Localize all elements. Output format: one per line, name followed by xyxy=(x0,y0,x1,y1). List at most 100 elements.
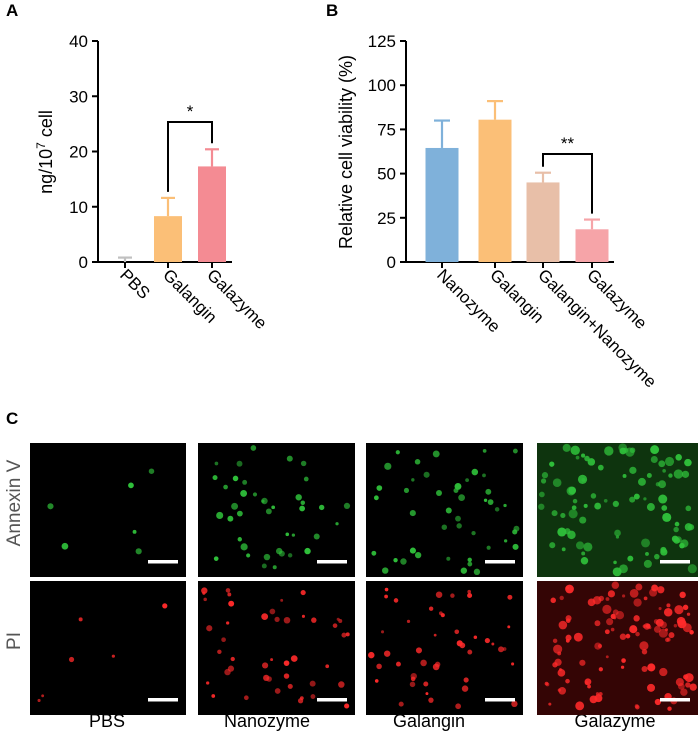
micrograph-annexin-v-2-cell-30 xyxy=(445,507,452,514)
micrograph-annexin-v-1-cell-31 xyxy=(276,547,283,555)
chart-b-bar-1 xyxy=(478,119,512,263)
micrograph-annexin-v-3-background-glow xyxy=(537,443,698,577)
micrograph-pi-1-cell-5 xyxy=(283,673,290,679)
micrograph-pi-2-cell-18 xyxy=(423,681,429,687)
micrograph-annexin-v-2-cell-7 xyxy=(373,495,379,501)
micrograph-annexin-v-2-cell-19 xyxy=(482,473,486,478)
chart-a-ytick-label-2: 20 xyxy=(69,143,88,162)
micrograph-pi-1-cell-4 xyxy=(206,625,213,632)
micrograph-pi-2-cell-26 xyxy=(473,635,478,640)
chart-b-bar-2 xyxy=(526,182,560,262)
micrograph-pi-3-cell-24 xyxy=(647,663,656,672)
micrograph-pi-2-cell-14 xyxy=(467,649,473,655)
micrograph-annexin-v-3-cell-23 xyxy=(673,469,684,479)
micrograph-pi-2-cell-21 xyxy=(406,619,411,623)
micrograph-pi-3-scale-bar xyxy=(660,698,690,702)
micrograph-pi-3-cell-96 xyxy=(653,625,661,633)
micrograph-pi-3-cell-81 xyxy=(647,683,656,692)
micrograph-annexin-v-2-cell-8 xyxy=(512,448,518,454)
micrograph-pi-3-cell-100 xyxy=(598,667,603,672)
micrograph-annexin-v-0-scale-bar xyxy=(148,560,178,564)
micrograph-pi-3-cell-37 xyxy=(548,702,552,706)
micrograph-annexin-v-2-cell-12 xyxy=(456,523,462,529)
microscopy-grid: Annexin V PI PBS Nanozyme Galangin Galaz… xyxy=(4,443,698,731)
micrograph-pi-2-cell-20 xyxy=(484,638,490,644)
micrograph-pi-3-cell-54 xyxy=(643,623,651,630)
micrograph-annexin-v-1 xyxy=(198,443,355,577)
micrograph-pi-3-cell-71 xyxy=(641,665,648,673)
micrograph-annexin-v-2-cell-3 xyxy=(435,490,442,497)
micrograph-annexin-v-1-cell-10 xyxy=(242,479,248,485)
micrograph-annexin-v-1-cell-20 xyxy=(212,475,218,481)
micrograph-pi-3-cell-40 xyxy=(605,655,609,659)
micrograph-annexin-v-3-cell-86 xyxy=(581,551,586,556)
micrograph-annexin-v-2-cell-42 xyxy=(371,550,377,556)
micrograph-pi-1-cell-39 xyxy=(309,680,316,687)
micrograph-pi-1-cell-7 xyxy=(280,598,284,602)
micrograph-pi-3-cell-108 xyxy=(558,686,567,695)
chart-a-ytick-label-1: 10 xyxy=(69,198,88,217)
micrograph-pi-3-cell-62 xyxy=(554,658,562,666)
chart-b-bar-3 xyxy=(575,229,609,262)
micrograph-annexin-v-3-cell-35 xyxy=(549,461,555,467)
micrograph-annexin-v-2-cell-38 xyxy=(384,462,392,470)
micrograph-pi-1-cell-6 xyxy=(310,694,316,699)
micrograph-pi-3-cell-80 xyxy=(552,638,558,644)
micrograph-annexin-v-3-cell-53 xyxy=(587,458,596,466)
micrograph-annexin-v-3-cell-27 xyxy=(650,456,658,464)
micrograph-annexin-v-2-cell-37 xyxy=(503,503,507,508)
micrograph-annexin-v-1-cell-8 xyxy=(261,563,267,569)
micrograph-pi-3-cell-76 xyxy=(651,584,659,592)
micrograph-annexin-v-1-cell-34 xyxy=(214,461,219,466)
micrograph-annexin-v-3-cell-47 xyxy=(650,445,660,455)
micrograph-pi-3-cell-19 xyxy=(620,665,625,669)
micrograph-annexin-v-3-cell-69 xyxy=(568,509,578,519)
micrograph-annexin-v-3-cell-31 xyxy=(539,491,545,498)
micrograph-pi-3-cell-65 xyxy=(611,581,620,589)
micrograph-pi-1-cell-43 xyxy=(332,623,338,628)
micrograph-annexin-v-1-cell-16 xyxy=(295,494,302,501)
micrograph-annexin-v-2-cell-24 xyxy=(487,499,494,505)
micrograph-annexin-v-3-cell-39 xyxy=(629,466,637,474)
micrograph-annexin-v-3-cell-18 xyxy=(662,512,672,522)
micrograph-pi-3-cell-1 xyxy=(685,682,691,688)
micrograph-annexin-v-3-cell-82 xyxy=(671,535,679,543)
micrograph-pi-1-cell-2 xyxy=(270,658,274,662)
micrograph-annexin-v-1-cell-36 xyxy=(231,502,239,510)
micrograph-pi-1-cell-32 xyxy=(217,649,222,655)
micrograph-annexin-v-3-cell-21 xyxy=(581,453,586,458)
micrograph-pi-2-cell-12 xyxy=(368,651,375,659)
micrograph-pi-3-cell-58 xyxy=(639,641,649,651)
micrograph-annexin-v-3-cell-59 xyxy=(673,526,679,533)
micrograph-pi-3-cell-93 xyxy=(610,613,616,619)
micrograph-annexin-v-1-cell-14 xyxy=(272,565,277,570)
micrograph-annexin-v-3-cell-68 xyxy=(551,510,558,517)
micrograph-annexin-v-3-cell-36 xyxy=(627,555,634,562)
micrograph-pi-1-cell-28 xyxy=(338,619,343,624)
micrograph-annexin-v-2-cell-31 xyxy=(411,478,415,482)
micrograph-annexin-v-2-cell-32 xyxy=(494,507,500,512)
micrograph-annexin-v-1-cell-38 xyxy=(232,475,239,482)
micrograph-annexin-v-2-cell-26 xyxy=(483,498,488,502)
micrograph-annexin-v-1-cell-11 xyxy=(319,504,325,511)
micrograph-pi-1-cell-36 xyxy=(201,587,208,594)
micrograph-annexin-v-2-cell-1 xyxy=(471,530,476,536)
micrograph-pi-2-cell-16 xyxy=(435,591,443,598)
micrograph-annexin-v-3-cell-6 xyxy=(540,478,547,484)
micrograph-annexin-v-1-cell-24 xyxy=(287,553,293,558)
micrograph-pi-2-cell-15 xyxy=(463,677,469,683)
micrograph-annexin-v-3-cell-25 xyxy=(646,503,655,511)
micrograph-annexin-v-2-cell-23 xyxy=(441,524,448,530)
micrograph-annexin-v-3-cell-67 xyxy=(579,516,587,524)
micrograph-annexin-v-2-cell-13 xyxy=(503,539,508,543)
micrograph-annexin-v-3-cell-61 xyxy=(568,486,577,495)
micrograph-pi-1-cell-30 xyxy=(297,698,304,704)
micrograph-pi-3-cell-44 xyxy=(667,706,672,711)
micrograph-annexin-v-1-cell-7 xyxy=(303,476,309,482)
chart-a-ytick-label-0: 0 xyxy=(79,253,88,272)
chart-b-ytick-label-3: 75 xyxy=(377,120,396,139)
micrograph-pi-1-cell-17 xyxy=(221,637,226,643)
micrograph-pi-3-cell-16 xyxy=(621,658,626,663)
micrograph-pi-3-cell-60 xyxy=(682,604,689,611)
chart-a-ytick-label-3: 30 xyxy=(69,87,88,106)
